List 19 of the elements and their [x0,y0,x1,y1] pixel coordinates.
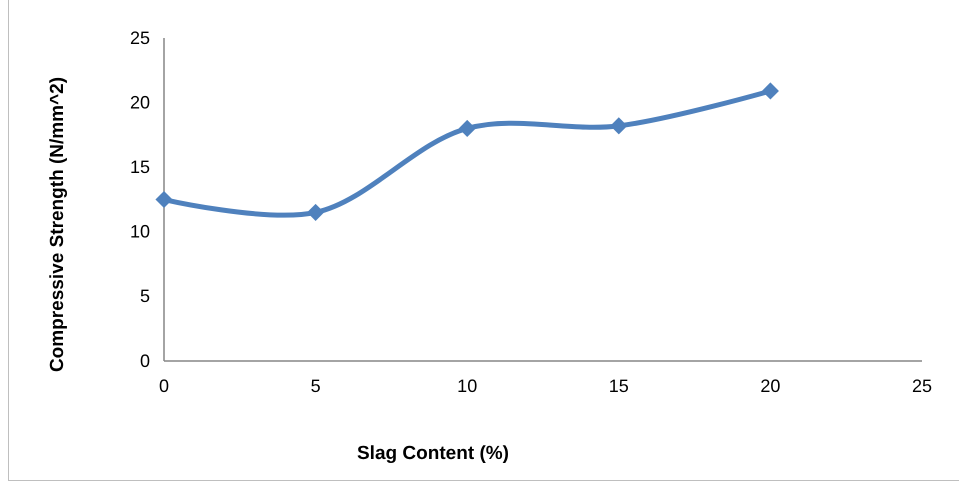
y-axis-title: Compressive Strength (N/mm^2) [47,76,68,372]
y-tick-label: 20 [130,92,150,112]
point [307,204,324,221]
y-tick-label: 0 [140,350,150,371]
point [762,82,779,100]
y-tick-label: 10 [130,222,150,242]
x-tick-label: 20 [760,376,780,396]
x-tick-label: 25 [912,376,932,396]
point [458,120,476,137]
y-tick-label: 25 [130,28,150,48]
x-tick-label: 0 [158,376,170,396]
y-tick-label: 5 [140,286,150,306]
x-tick-label: 15 [608,376,629,396]
x-tick-label: 5 [310,376,321,396]
y-tick-label: 15 [130,156,150,177]
point [155,190,173,208]
point [610,117,628,134]
x-tick-label: 10 [457,376,478,396]
x-axis-title: Slag Content (%) [357,443,509,464]
